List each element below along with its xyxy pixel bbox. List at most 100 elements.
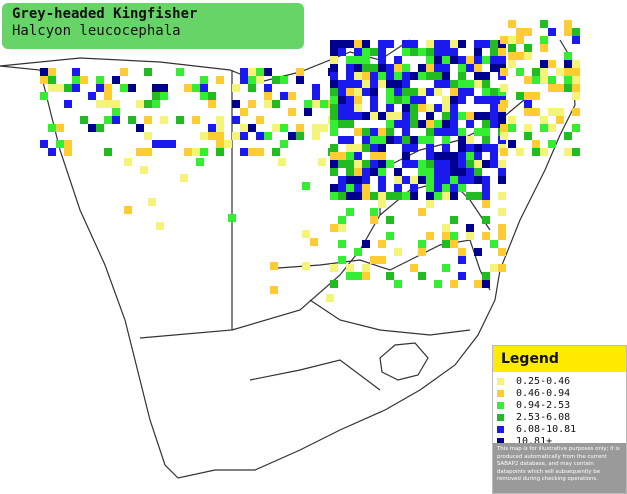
map-cell [124, 158, 132, 166]
legend-swatch [497, 437, 504, 445]
map-cell [370, 88, 378, 96]
map-cell [338, 136, 346, 144]
map-cell [104, 92, 112, 100]
map-cell [208, 124, 216, 132]
map-cell [354, 104, 362, 112]
map-cell [474, 144, 482, 152]
map-cell [402, 112, 410, 120]
border [249, 359, 381, 391]
map-cell [524, 92, 532, 100]
map-cell [362, 56, 370, 64]
map-cell [394, 80, 402, 88]
map-cell [330, 160, 338, 168]
map-cell [370, 256, 378, 264]
map-cell [104, 116, 112, 124]
map-cell [402, 136, 410, 144]
legend-swatch [497, 389, 504, 397]
map-cell [346, 80, 354, 88]
map-cell [224, 140, 232, 148]
map-cell [318, 158, 326, 166]
map-cell [434, 104, 442, 112]
map-cell [394, 88, 402, 96]
map-cell [362, 264, 370, 272]
map-cell [330, 192, 338, 200]
map-cell [402, 80, 410, 88]
map-cell [312, 84, 320, 92]
map-cell [370, 168, 378, 176]
map-cell [426, 88, 434, 96]
map-cell [378, 56, 386, 64]
map-cell [320, 124, 328, 132]
map-cell [152, 140, 160, 148]
map-cell [264, 92, 272, 100]
map-cell [490, 160, 498, 168]
map-cell [508, 140, 516, 148]
map-cell [442, 128, 450, 136]
map-cell [48, 76, 56, 84]
map-cell [354, 192, 362, 200]
legend: Legend 0.25-0.46 0.46-0.94 0.94-2.53 2.53-6… [492, 345, 627, 494]
map-cell [418, 120, 426, 128]
map-cell [378, 112, 386, 120]
map-cell [434, 56, 442, 64]
map-cell [338, 176, 346, 184]
map-cell [442, 192, 450, 200]
map-cell [466, 176, 474, 184]
map-cell [362, 192, 370, 200]
map-cell [370, 136, 378, 144]
map-cell [458, 184, 466, 192]
map-cell [498, 264, 506, 272]
map-cell [524, 44, 532, 52]
map-cell [458, 56, 466, 64]
map-cell [56, 140, 64, 148]
map-cell [532, 108, 540, 116]
map-cell [354, 248, 362, 256]
map-cell [240, 108, 248, 116]
map-cell [474, 128, 482, 136]
map-cell [458, 88, 466, 96]
map-cell [394, 72, 402, 80]
map-cell [264, 132, 272, 140]
map-cell [232, 132, 240, 140]
map-cell [450, 80, 458, 88]
map-cell [410, 120, 418, 128]
map-cell [370, 128, 378, 136]
map-cell [418, 96, 426, 104]
map-cell [466, 64, 474, 72]
map-cell [56, 124, 64, 132]
map-cell [160, 92, 168, 100]
map-cell [426, 56, 434, 64]
map-cell [338, 112, 346, 120]
map-cell [128, 84, 136, 92]
map-cell [370, 208, 378, 216]
map-cell [458, 272, 466, 280]
map-cell [450, 120, 458, 128]
map-cell [508, 52, 516, 60]
map-cell [490, 56, 498, 64]
map-cell [370, 48, 378, 56]
map-cell [442, 168, 450, 176]
map-cell [264, 68, 272, 76]
map-cell [346, 88, 354, 96]
map-cell [386, 64, 394, 72]
map-cell [402, 176, 410, 184]
map-cell [96, 76, 104, 84]
map-cell [330, 48, 338, 56]
map-cell [482, 184, 490, 192]
map-cell [288, 132, 296, 140]
legend-item: 10.81+ [497, 436, 626, 448]
map-cell [346, 176, 354, 184]
map-cell [378, 72, 386, 80]
map-cell [474, 64, 482, 72]
map-cell [564, 20, 572, 28]
map-cell [426, 232, 434, 240]
map-cell [458, 112, 466, 120]
map-cell [160, 140, 168, 148]
map-cell [450, 112, 458, 120]
map-cell [386, 192, 394, 200]
map-cell [442, 184, 450, 192]
map-cell [338, 256, 346, 264]
map-cell [482, 176, 490, 184]
map-cell [270, 286, 278, 294]
legend-item: 6.08-10.81 [497, 424, 626, 436]
